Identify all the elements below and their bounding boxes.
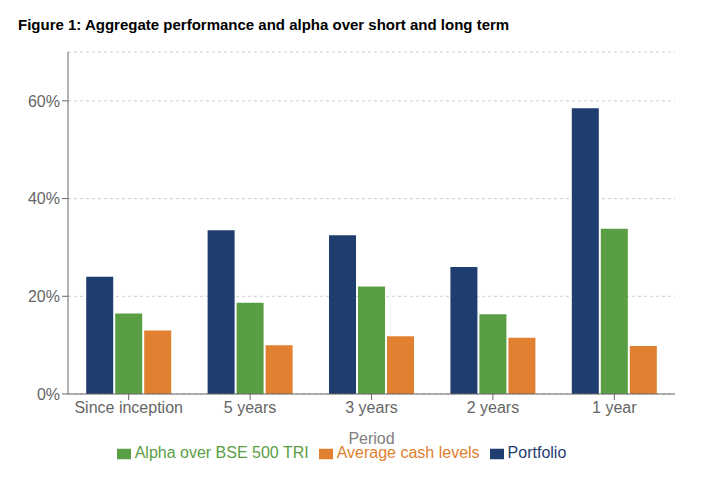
- svg-text:5 years: 5 years: [224, 399, 276, 416]
- svg-text:2 years: 2 years: [467, 399, 519, 416]
- html-text:Portfolio: Portfolio: [507, 444, 567, 461]
- svg-text:40%: 40%: [28, 190, 60, 207]
- svg-text:20%: 20%: [28, 288, 60, 305]
- svg-text:0%: 0%: [37, 386, 60, 403]
- svg-text:3 years: 3 years: [345, 399, 397, 416]
- html-text:Average cash levels: Average cash levels: [336, 444, 480, 461]
- svg-text:60%: 60%: [28, 93, 60, 110]
- html-text:Alpha over BSE 500 TRI: Alpha over BSE 500 TRI: [134, 444, 309, 461]
- svg-text:Period: Period: [348, 430, 394, 447]
- svg-text:1 year: 1 year: [592, 399, 637, 416]
- svg-text:Since inception: Since inception: [74, 399, 183, 416]
- html-text:Figure 1: Aggregate performanc: Figure 1: Aggregate performance and alph…: [18, 16, 510, 33]
